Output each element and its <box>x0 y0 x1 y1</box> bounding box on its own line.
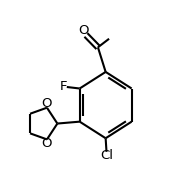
Text: Cl: Cl <box>100 149 113 162</box>
Text: F: F <box>60 81 67 93</box>
Text: O: O <box>79 24 89 37</box>
Text: O: O <box>42 97 52 110</box>
Text: O: O <box>42 137 52 150</box>
